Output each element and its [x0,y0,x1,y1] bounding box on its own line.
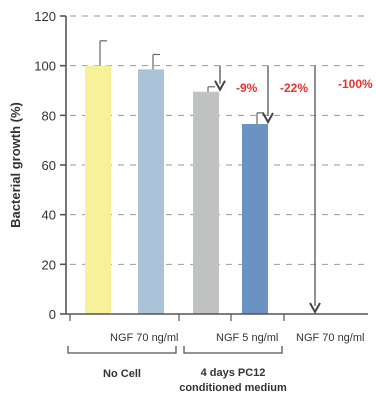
y-tick-label: 20 [42,257,56,272]
category-label: NGF 5 ng/ml [216,332,278,344]
y-ticks: 0 20 40 60 80 100 120 [34,9,66,322]
group-brackets: No Cell 4 days PC12 conditioned medium [67,346,287,394]
bar [193,91,219,314]
y-tick-label: 60 [42,158,56,173]
arrows [214,65,321,315]
percent-change-annotation: -22% [280,81,308,95]
group-bracket [183,346,283,354]
bar [138,69,164,315]
group-label: No Cell [103,368,141,380]
y-tick-label: 80 [42,108,56,123]
category-labels: NGF 70 ng/ml NGF 5 ng/ml NGF 70 ng/ml [110,332,364,344]
group-label: conditioned medium [179,382,287,394]
error-bars [99,40,264,125]
category-label: NGF 70 ng/ml [110,332,178,344]
percent-change-annotation: -9% [236,81,258,95]
y-tick-label: 0 [49,307,56,322]
group-label: 4 days PC12 [201,367,266,379]
y-tick-label: 100 [34,59,56,74]
y-tick-label: 40 [42,208,56,223]
arrow-head [214,80,226,92]
group-bracket [67,346,177,354]
arrow-head [309,302,321,315]
y-tick-label: 120 [34,9,56,24]
y-axis-title: Bacterial growth (%) [8,102,23,228]
arrow-head [262,112,274,125]
bar [242,124,268,315]
bars [85,65,268,315]
bar [85,65,111,315]
annotations: -9% -22% -100% [236,77,373,95]
category-label: NGF 70 ng/ml [296,332,364,344]
percent-change-annotation: -100% [338,77,373,91]
